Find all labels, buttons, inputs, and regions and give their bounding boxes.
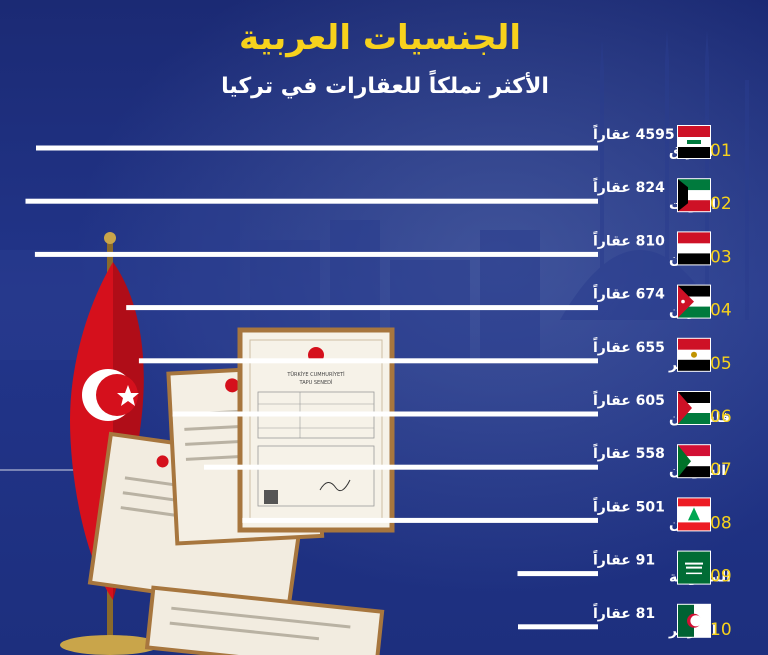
flag-stand-base bbox=[60, 635, 160, 655]
bar-row: 674 عقاراًالأردن04 bbox=[126, 284, 732, 321]
value-label: 655 عقاراً bbox=[593, 337, 665, 356]
bar bbox=[36, 145, 598, 151]
rank-label: 01 bbox=[710, 141, 732, 161]
bar-row: 605 عقاراًفلسطين06 bbox=[172, 390, 732, 427]
value-label: 824 عقاراً bbox=[593, 177, 665, 196]
bar bbox=[517, 571, 598, 577]
rank-label: 07 bbox=[710, 460, 732, 480]
bar-row: 824 عقاراًالكويت02 bbox=[25, 177, 732, 214]
rank-label: 04 bbox=[710, 301, 732, 321]
value-label: 501 عقاراً bbox=[593, 496, 665, 515]
kuwait-flag-icon bbox=[677, 178, 711, 213]
yemen-flag-icon bbox=[677, 231, 711, 266]
bar bbox=[138, 358, 598, 364]
bar bbox=[172, 411, 598, 417]
value-label: 810 عقاراً bbox=[593, 230, 665, 249]
sudan-flag-icon bbox=[677, 444, 711, 479]
rank-label: 05 bbox=[710, 354, 732, 374]
page-title: الجنسيات العربية bbox=[238, 18, 522, 58]
title-deed-bottom bbox=[144, 585, 385, 655]
iraq-flag-icon bbox=[677, 125, 711, 159]
value-label: 558 عقاراً bbox=[593, 443, 665, 462]
bar-row: 810 عقاراًاليمن03 bbox=[34, 230, 732, 267]
value-label: 4595 عقاراً bbox=[593, 124, 675, 143]
rank-label: 06 bbox=[710, 407, 732, 427]
bar bbox=[25, 198, 598, 204]
bar bbox=[34, 251, 598, 257]
saudi-arabia-flag-icon bbox=[677, 550, 711, 585]
bar-row: 501 عقاراًلبنان08 bbox=[242, 496, 732, 533]
egypt-flag-icon bbox=[677, 337, 711, 372]
value-label: 81 عقاراً bbox=[593, 603, 655, 622]
bar-row: 81 عقاراًالجزائر10 bbox=[518, 603, 732, 640]
value-label: 674 عقاراً bbox=[593, 284, 665, 303]
bar bbox=[518, 624, 598, 630]
bar bbox=[204, 464, 598, 470]
rank-label: 08 bbox=[710, 513, 732, 533]
algeria-flag-icon bbox=[677, 603, 711, 638]
bar-row: 91 عقاراًالسعودية09 bbox=[517, 550, 732, 587]
deed-subheader: TAPU SENEDİ bbox=[299, 379, 333, 386]
bar-row: 655 عقاراًمصر05 bbox=[138, 337, 732, 374]
bar bbox=[242, 517, 599, 523]
lebanon-flag-icon bbox=[677, 497, 711, 532]
bar-row: 558 عقاراًالسودان07 bbox=[204, 443, 732, 480]
bar bbox=[126, 305, 598, 311]
page-subtitle: الأكثر تملكاً للعقارات في تركيا bbox=[221, 74, 549, 99]
rank-label: 02 bbox=[710, 194, 732, 214]
rank-label: 03 bbox=[710, 247, 732, 267]
value-label: 91 عقاراً bbox=[593, 550, 655, 569]
rank-label: 10 bbox=[710, 620, 732, 640]
deed-header: TÜRKİYE CUMHURİYETİ bbox=[286, 371, 344, 378]
value-label: 605 عقاراً bbox=[593, 390, 665, 409]
title-deed-front: TÜRKİYE CUMHURİYETİ TAPU SENEDİ bbox=[237, 327, 395, 533]
bar-row: 4595 عقاراًالعراق01 bbox=[36, 124, 732, 161]
palestine-flag-icon bbox=[677, 391, 711, 425]
jordan-flag-icon bbox=[677, 284, 711, 319]
rank-label: 09 bbox=[710, 567, 732, 587]
flag-pole-finial bbox=[104, 232, 116, 244]
